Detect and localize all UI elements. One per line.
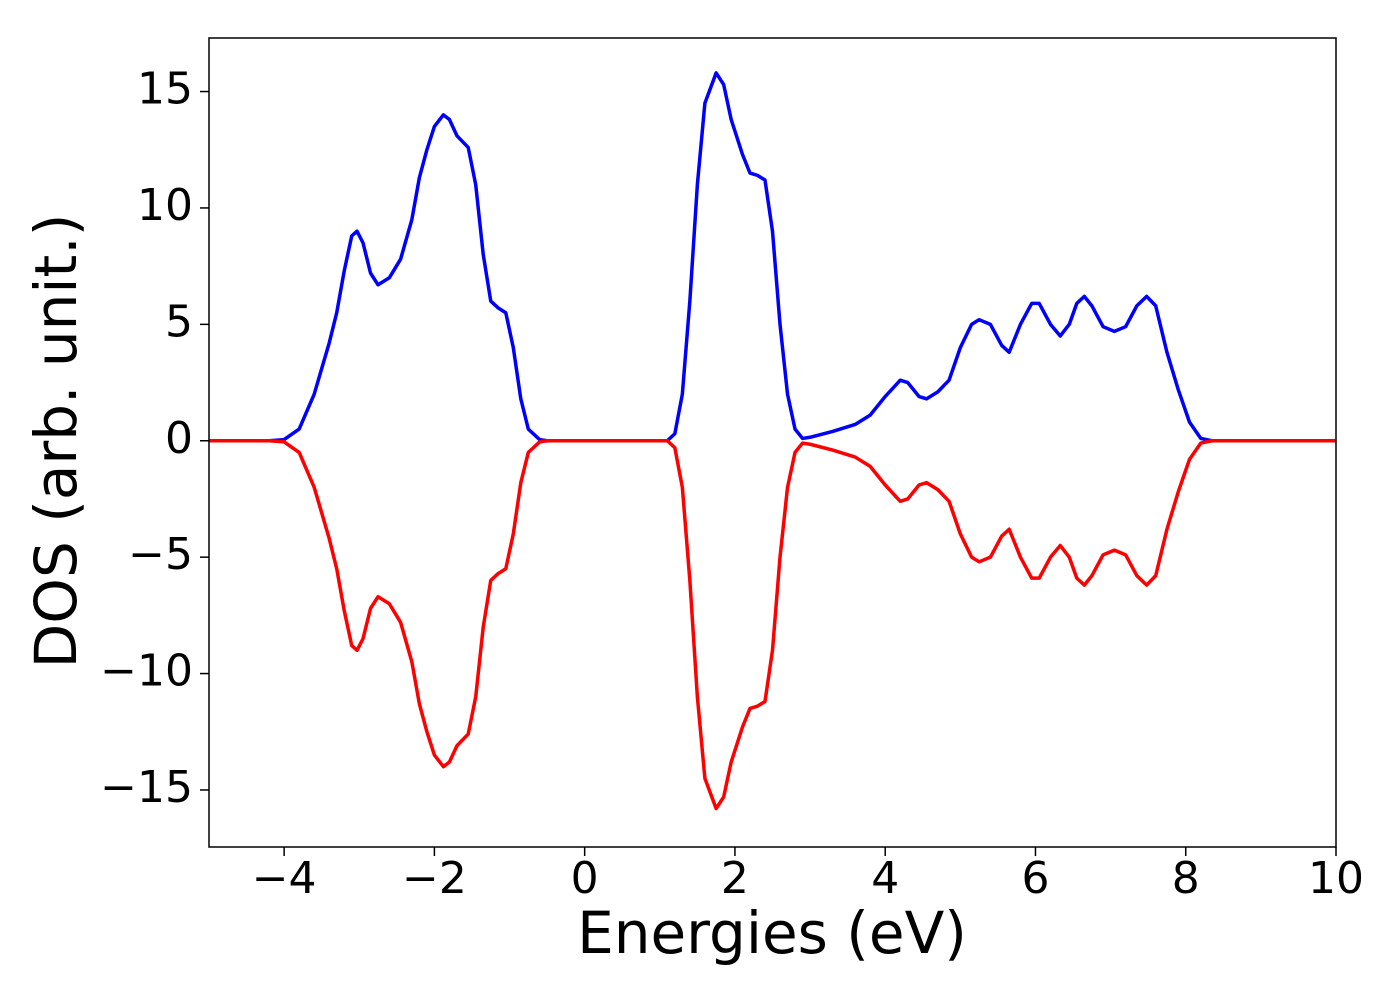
x-tick-label: 8 [1172, 853, 1200, 904]
y-axis-label: DOS (arb. unit.) [22, 214, 90, 669]
x-axis-label: Energies (eV) [577, 899, 967, 967]
x-tick-label: 6 [1021, 853, 1049, 904]
y-tick-label: −5 [128, 529, 193, 580]
y-tick-label: 5 [165, 296, 193, 347]
series-line [209, 71, 1336, 443]
x-tick-label: −4 [252, 853, 317, 904]
y-tick-label: 10 [137, 180, 193, 231]
y-tick-label: 0 [165, 413, 193, 464]
series-line [209, 439, 1336, 811]
y-tick-label: 15 [137, 64, 193, 115]
x-tick-label: −2 [402, 853, 467, 904]
x-tick-label: 2 [721, 853, 749, 904]
y-tick-label: −15 [100, 762, 193, 813]
x-tick-label: 4 [871, 853, 899, 904]
x-tick-label: 10 [1308, 853, 1364, 904]
x-tick-label: 0 [571, 853, 599, 904]
y-tick-label: −10 [100, 646, 193, 697]
plot-frame [208, 37, 1337, 848]
